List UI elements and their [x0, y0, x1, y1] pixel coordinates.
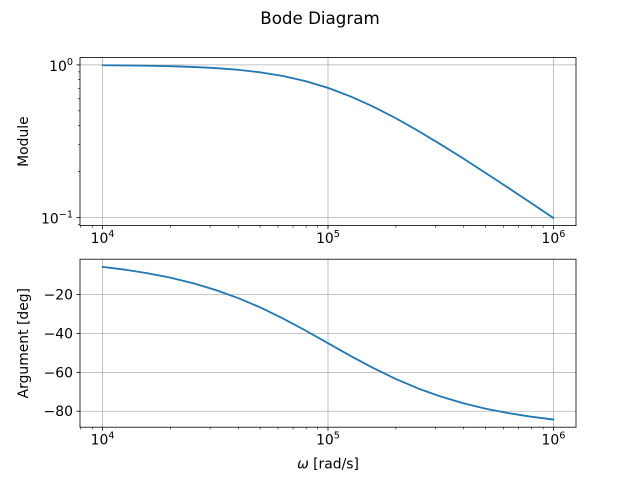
- x-tick-label: 106: [542, 431, 566, 449]
- argument-subplot: 104 105 106 −20 −40 −60 −80 Argument [deg] ω [ra…: [16, 258, 577, 473]
- module-ylabel: Module: [16, 116, 32, 167]
- x-tick-label: 106: [542, 229, 566, 247]
- y-tick-label: −40: [44, 327, 73, 343]
- y-tick-label: 10−1: [41, 210, 73, 228]
- y-tick-label: −80: [44, 404, 73, 420]
- x-tick-label: 104: [91, 431, 115, 449]
- y-tick-label: −20: [44, 288, 73, 304]
- argument-curve: [101, 265, 555, 421]
- x-tick-label: 105: [316, 229, 340, 247]
- module-curve: [101, 64, 555, 219]
- figure-title: Bode Diagram: [260, 8, 380, 28]
- y-tick-label: 100: [49, 57, 73, 75]
- x-tick-label: 105: [316, 431, 340, 449]
- x-tick-label: 104: [91, 229, 115, 247]
- argument-xlabel: ω [rad/s]: [297, 457, 359, 473]
- y-tick-label: −60: [44, 365, 73, 381]
- module-subplot: 104 105 106 100 10−1 Module: [16, 57, 577, 247]
- argument-ylabel: Argument [deg]: [16, 288, 32, 398]
